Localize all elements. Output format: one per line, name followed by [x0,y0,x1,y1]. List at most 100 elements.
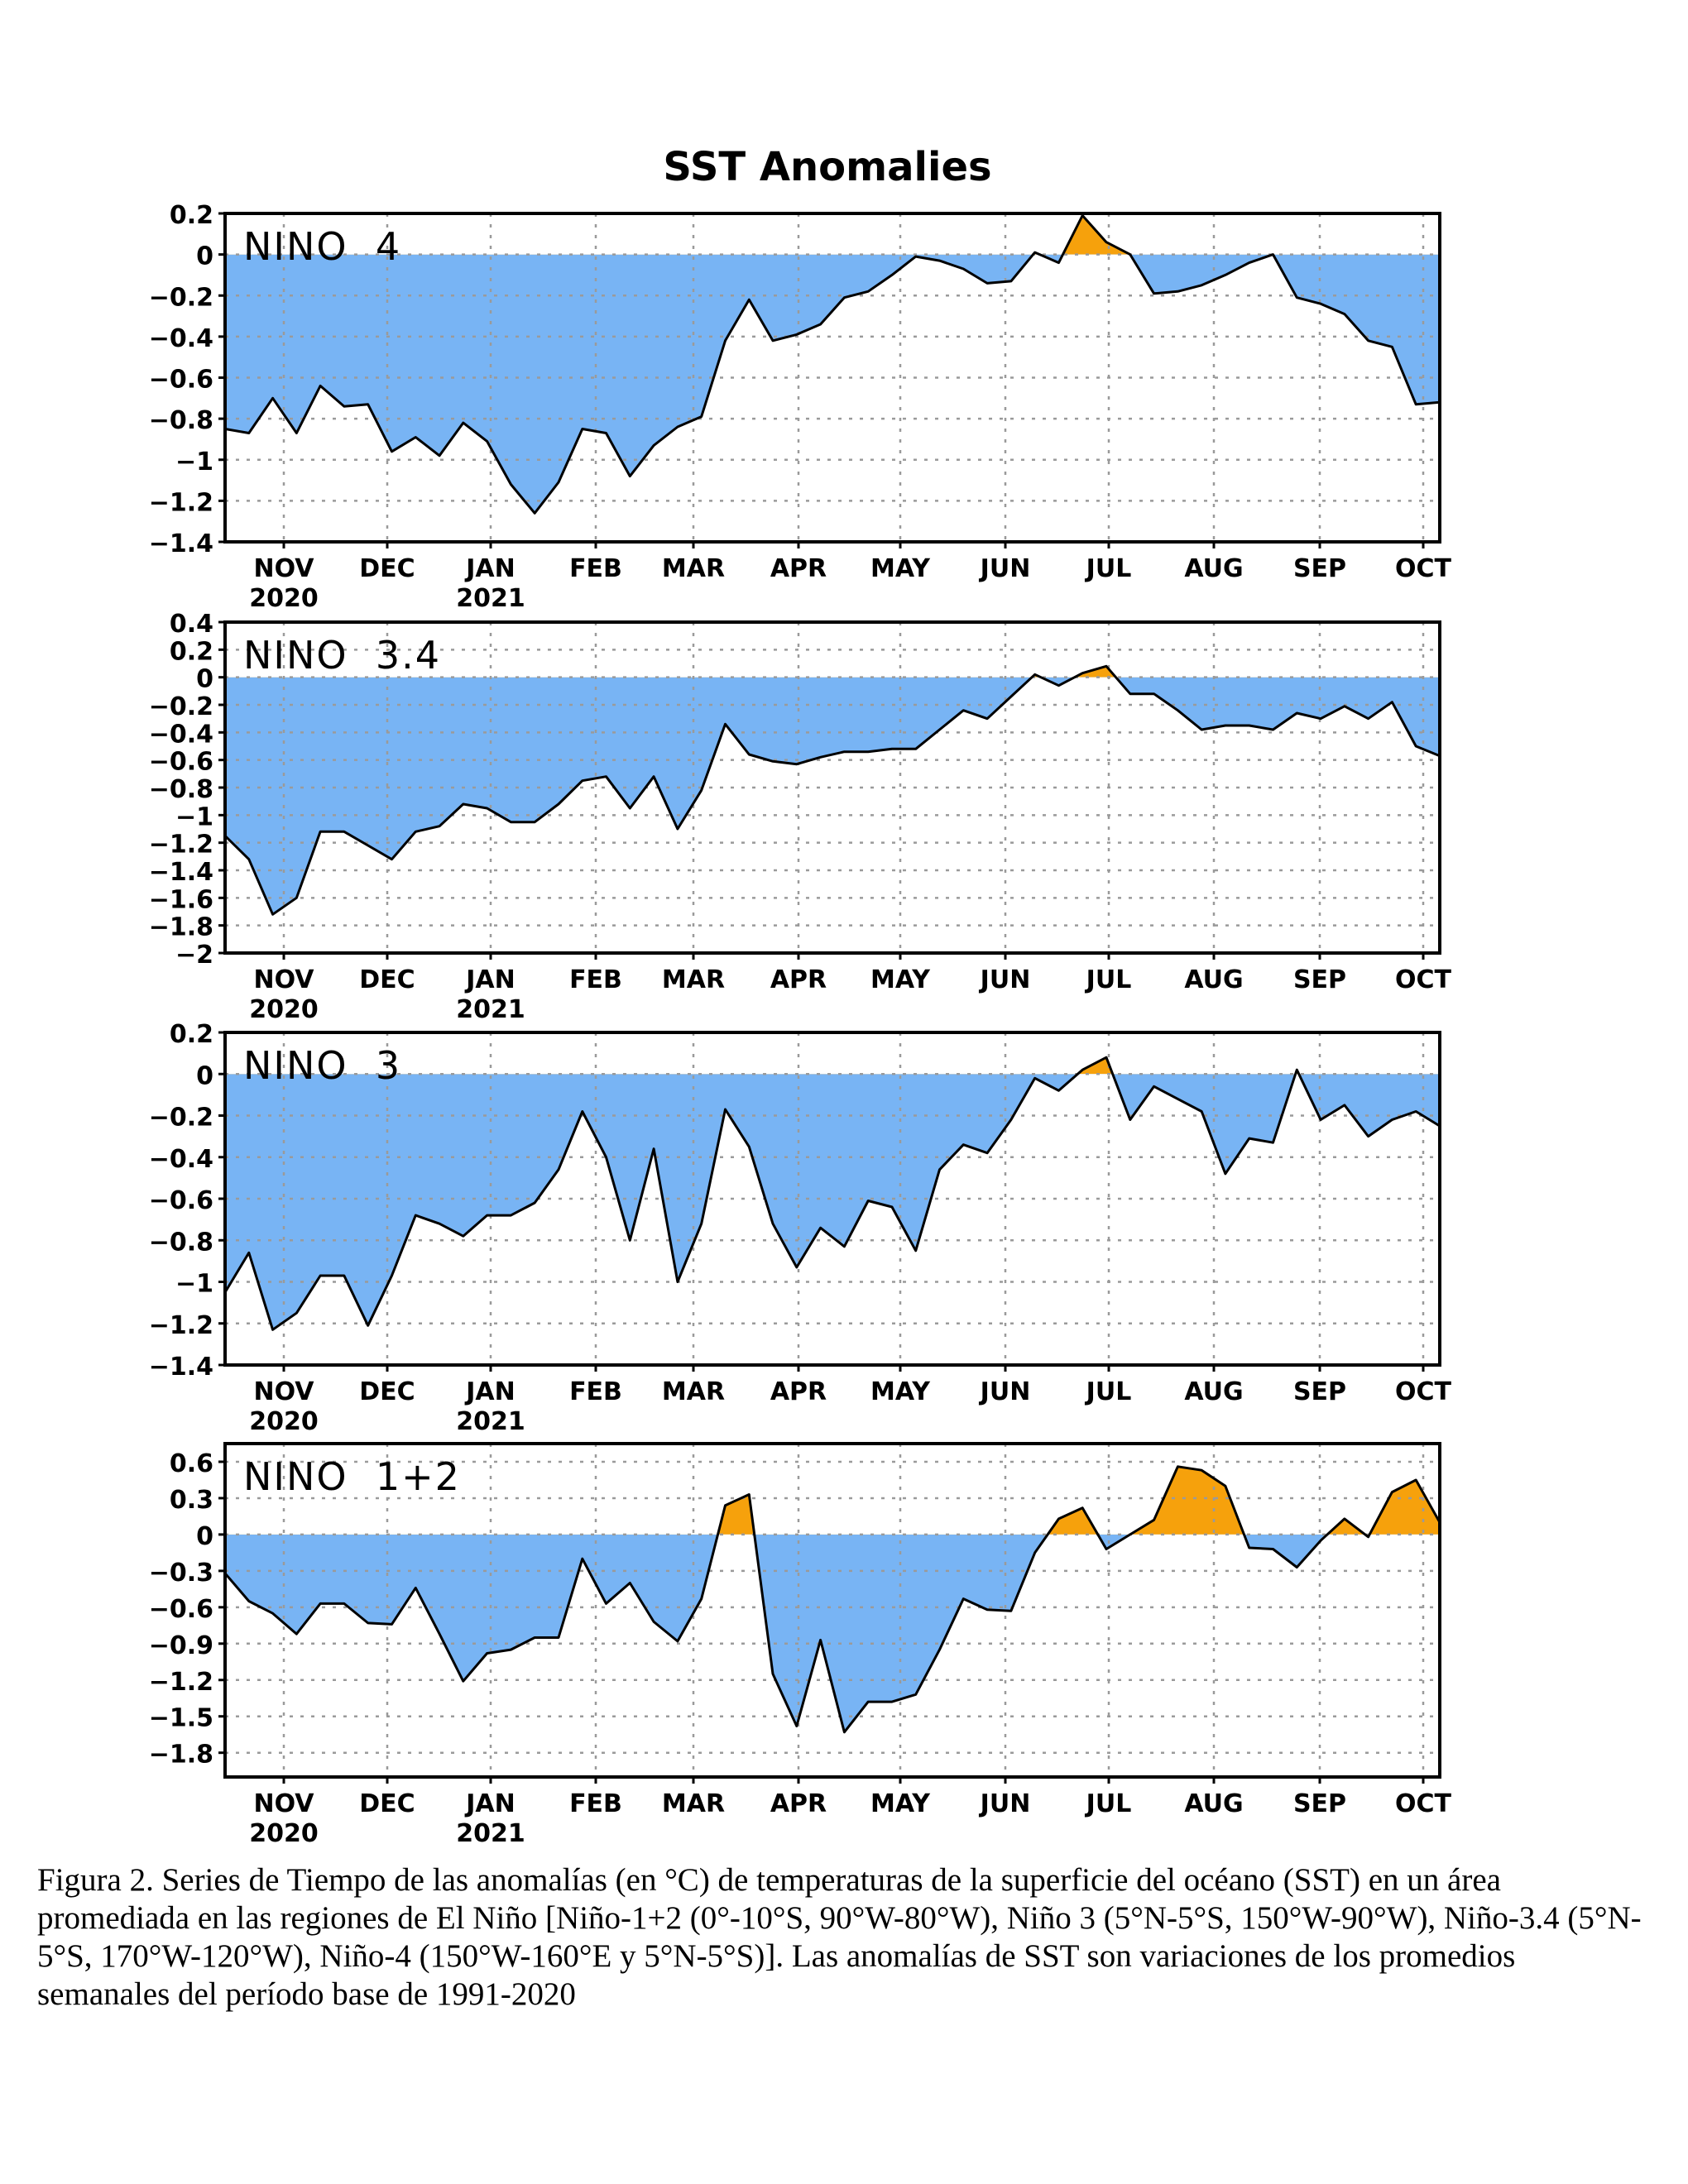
area-fills [225,1057,1440,1330]
y-tick-label: −1.5 [149,1704,213,1733]
x-tick-label: OCT [1395,1377,1452,1406]
negative-anomaly-area [225,677,1440,915]
x-tick-label: OCT [1395,1789,1452,1818]
y-tick-label: −0.4 [149,720,213,749]
y-tick-label: −1 [175,448,213,477]
year-label: 2021 [456,1819,525,1848]
x-tick-label: FEB [569,554,622,583]
y-tick-label: −1 [175,1270,213,1299]
negative-anomaly-area [225,254,1440,514]
x-tick-label: MAY [870,554,931,583]
year-label: 2020 [249,584,319,613]
y-tick-label: 0.4 [170,610,213,639]
y-tick-label: 0.6 [170,1449,213,1478]
x-tick-label: DEC [359,1789,415,1818]
figure-caption: Figura 2. Series de Tiempo de las anomal… [37,1862,1642,2012]
x-tick-label: DEC [359,554,415,583]
y-tick-label: −0.2 [149,283,213,312]
x-tick-label: OCT [1395,554,1452,583]
x-tick-label: MAR [662,1789,725,1818]
region-label: NINO 1+2 [243,1454,461,1499]
x-tick-label: APR [770,1377,827,1406]
y-tick-label: −0.8 [149,406,213,435]
plot-frame [223,1442,1441,1779]
area-fills [225,1466,1440,1732]
x-tick-label: AUG [1184,1789,1243,1818]
y-tick-label: 0 [196,1061,213,1090]
y-tick-label: 0 [196,665,213,694]
x-tick-label: MAY [870,1789,931,1818]
negative-anomaly-area [225,1534,1440,1732]
panel-1: 0.40.20−0.2−0.4−0.6−0.8−1−1.2−1.4−1.6−1.… [149,610,1452,1024]
y-tick-label: −0.8 [149,775,213,804]
x-tick-label: DEC [359,1377,415,1406]
panel-0: 0.2 0 −0.2 −0.4 −0.6 −0.8 −1 −1.2 −1.4 NOV DEC JAN F… [149,201,1452,613]
y-tick-label: 0.2 [170,637,213,666]
y-tick-label: 0 [196,242,213,271]
figure-title: SST Anomalies [663,144,991,190]
y-tick-label: −1.6 [149,885,213,914]
y-tick-label: −1.2 [149,831,213,860]
y-tick-label: −0.2 [149,692,213,721]
y-tick-label: −0.6 [149,366,213,395]
year-label: 2021 [456,1407,525,1436]
year-label: 2021 [456,584,525,613]
x-tick-label: NOV [253,1789,314,1818]
y-tick-label: −0.4 [149,324,213,353]
grid-lines [225,1032,1440,1365]
x-tick-label: MAY [870,965,931,994]
x-tick-label: JUN [979,1377,1031,1406]
y-tick-label: −1.2 [149,488,213,517]
x-tick-label: AUG [1184,1377,1243,1406]
year-label: 2020 [249,1819,319,1848]
y-tick-label: −1.4 [149,529,213,558]
x-tick-label: JUL [1085,554,1132,583]
y-tick-label: −1.2 [149,1311,213,1340]
x-tick-label: JUL [1085,1377,1132,1406]
anomaly-series-line [225,1465,1440,1734]
x-tick-label: JUN [979,554,1031,583]
y-tick-label: −0.6 [149,1595,213,1624]
x-tick-label: JAN [464,1377,516,1406]
y-tick-label: −1.4 [149,858,213,887]
x-tick-label: NOV [253,965,314,994]
y-tick-label: −1.8 [149,1741,213,1770]
y-tick-label: −0.2 [149,1104,213,1133]
x-tick-label: SEP [1293,1789,1346,1818]
y-tick-label: −0.3 [149,1559,213,1588]
x-tick-label: FEB [569,965,622,994]
panel-2: 0.2 0 −0.2 −0.4 −0.6 −0.8 −1 −1.2 −1.4 NOV DEC JAN F… [149,1020,1452,1436]
area-fills [225,666,1440,915]
grid-lines [225,213,1440,542]
y-tick-label: −0.6 [149,748,213,777]
y-tick-label: −1.2 [149,1668,213,1697]
x-tick-label: AUG [1184,554,1243,583]
x-tick-label: NOV [253,554,314,583]
year-label: 2021 [456,995,525,1024]
region-label: NINO 3 [243,1043,401,1088]
x-tick-label: FEB [569,1377,622,1406]
sst-anomalies-figure: SST Anomalies 0.20−0.2−0.4−0.6−0.8−1−1.2… [149,144,1452,1848]
region-label: NINO 3.4 [243,633,441,678]
y-tick-label: −0.8 [149,1228,213,1257]
x-tick-label: MAY [870,1377,931,1406]
positive-anomaly-area [717,1466,1440,1535]
anomaly-series-line [225,664,1440,916]
y-tick-label: 0 [196,1522,213,1551]
negative-anomaly-area [225,1074,1440,1330]
x-tick-label: JUL [1085,1789,1132,1818]
year-label: 2020 [249,1407,319,1436]
x-tick-label: JAN [464,1789,516,1818]
y-tick-label: 0.2 [170,201,213,230]
y-tick-label: −1.8 [149,913,213,942]
y-tick-label: −0.4 [149,1145,213,1174]
x-tick-label: APR [770,1789,827,1818]
x-tick-label: APR [770,554,827,583]
x-tick-label: NOV [253,1377,314,1406]
x-tick-label: MAR [662,1377,725,1406]
x-tick-label: AUG [1184,965,1243,994]
y-tick-label: −0.9 [149,1631,213,1660]
x-tick-label: APR [770,965,827,994]
x-tick-label: JAN [464,554,516,583]
